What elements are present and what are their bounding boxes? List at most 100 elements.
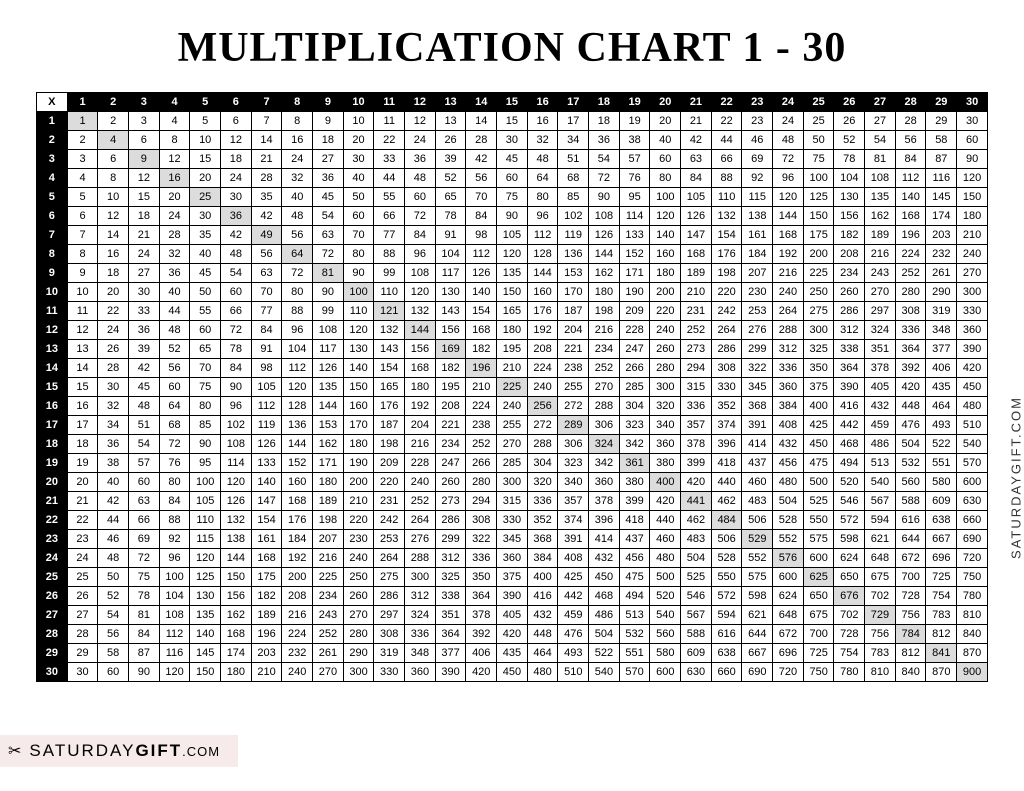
product-cell: 720 [773, 663, 804, 682]
product-cell: 435 [497, 644, 528, 663]
product-cell: 40 [650, 131, 681, 150]
product-cell: 84 [681, 169, 712, 188]
product-cell: 448 [527, 625, 558, 644]
product-cell: 406 [466, 644, 497, 663]
product-cell: 25 [190, 188, 221, 207]
brand-text-gift: GIFT [135, 741, 182, 760]
col-header: 1 [67, 93, 98, 112]
product-cell: 20 [98, 283, 129, 302]
product-cell: 336 [466, 549, 497, 568]
product-cell: 152 [619, 245, 650, 264]
product-cell: 378 [466, 606, 497, 625]
page: MULTIPLICATION CHART 1 - 30 X12345678910… [0, 0, 1024, 791]
product-cell: 228 [619, 321, 650, 340]
product-cell: 120 [343, 321, 374, 340]
product-cell: 56 [98, 625, 129, 644]
product-cell: 48 [159, 321, 190, 340]
product-cell: 352 [711, 397, 742, 416]
product-cell: 75 [803, 150, 834, 169]
product-cell: 294 [681, 359, 712, 378]
product-cell: 15 [190, 150, 221, 169]
product-cell: 364 [895, 340, 926, 359]
col-header: 7 [251, 93, 282, 112]
product-cell: 391 [742, 416, 773, 435]
product-cell: 23 [67, 530, 98, 549]
product-cell: 300 [803, 321, 834, 340]
product-cell: 208 [435, 397, 466, 416]
product-cell: 180 [313, 473, 344, 492]
product-cell: 192 [405, 397, 436, 416]
product-cell: 26 [834, 112, 865, 131]
product-cell: 378 [681, 435, 712, 454]
product-cell: 198 [711, 264, 742, 283]
product-cell: 198 [374, 435, 405, 454]
product-cell: 221 [435, 416, 466, 435]
product-cell: 420 [681, 473, 712, 492]
row-header: 15 [37, 378, 68, 397]
product-cell: 216 [589, 321, 620, 340]
product-cell: 140 [650, 226, 681, 245]
product-cell: 42 [98, 492, 129, 511]
product-cell: 204 [405, 416, 436, 435]
product-cell: 540 [650, 606, 681, 625]
product-cell: 425 [803, 416, 834, 435]
product-cell: 18 [589, 112, 620, 131]
product-cell: 240 [343, 549, 374, 568]
product-cell: 324 [405, 606, 436, 625]
col-header: 16 [527, 93, 558, 112]
table-row: 1111223344556677889911012113214315416517… [37, 302, 988, 321]
product-cell: 377 [926, 340, 957, 359]
product-cell: 480 [650, 549, 681, 568]
product-cell: 60 [129, 473, 160, 492]
product-cell: 425 [558, 568, 589, 587]
product-cell: 290 [926, 283, 957, 302]
product-cell: 368 [527, 530, 558, 549]
product-cell: 46 [742, 131, 773, 150]
product-cell: 225 [803, 264, 834, 283]
product-cell: 54 [865, 131, 896, 150]
product-cell: 588 [681, 625, 712, 644]
product-cell: 240 [282, 663, 313, 682]
product-cell: 12 [98, 207, 129, 226]
product-cell: 243 [865, 264, 896, 283]
col-header: 29 [926, 93, 957, 112]
product-cell: 180 [497, 321, 528, 340]
product-cell: 783 [926, 606, 957, 625]
product-cell: 87 [129, 644, 160, 663]
product-cell: 154 [711, 226, 742, 245]
product-cell: 84 [221, 359, 252, 378]
product-cell: 140 [343, 359, 374, 378]
product-cell: 56 [251, 245, 282, 264]
product-cell: 275 [803, 302, 834, 321]
product-cell: 55 [190, 302, 221, 321]
product-cell: 660 [957, 511, 988, 530]
product-cell: 272 [527, 416, 558, 435]
product-cell: 700 [895, 568, 926, 587]
product-cell: 126 [251, 435, 282, 454]
product-cell: 702 [865, 587, 896, 606]
product-cell: 567 [681, 606, 712, 625]
product-cell: 725 [803, 644, 834, 663]
product-cell: 90 [190, 435, 221, 454]
product-cell: 260 [834, 283, 865, 302]
product-cell: 105 [190, 492, 221, 511]
product-cell: 598 [742, 587, 773, 606]
product-cell: 66 [711, 150, 742, 169]
product-cell: 39 [129, 340, 160, 359]
product-cell: 85 [190, 416, 221, 435]
product-cell: 57 [129, 454, 160, 473]
product-cell: 255 [497, 416, 528, 435]
product-cell: 138 [742, 207, 773, 226]
product-cell: 319 [926, 302, 957, 321]
product-cell: 348 [926, 321, 957, 340]
product-cell: 50 [98, 568, 129, 587]
product-cell: 130 [435, 283, 466, 302]
product-cell: 253 [742, 302, 773, 321]
product-cell: 175 [803, 226, 834, 245]
product-cell: 754 [926, 587, 957, 606]
product-cell: 144 [313, 397, 344, 416]
product-cell: 638 [926, 511, 957, 530]
product-cell: 390 [435, 663, 466, 682]
product-cell: 575 [742, 568, 773, 587]
product-cell: 90 [497, 207, 528, 226]
